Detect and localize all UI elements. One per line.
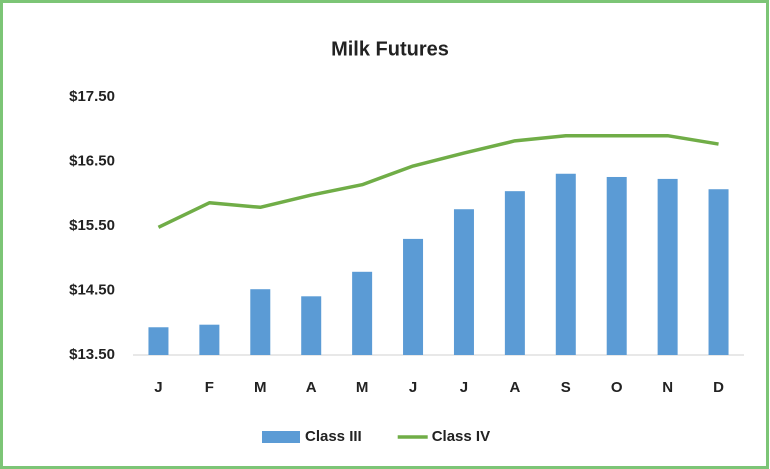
bar bbox=[301, 296, 322, 355]
y-tick-label: $13.50 bbox=[69, 346, 115, 363]
bar bbox=[352, 271, 373, 355]
x-tick-label: F bbox=[205, 379, 214, 396]
x-tick-label: A bbox=[509, 379, 520, 396]
x-tick-label: J bbox=[460, 379, 468, 396]
x-tick-label: J bbox=[409, 379, 417, 396]
y-tick-label: $17.50 bbox=[69, 88, 115, 105]
y-tick-label: $14.50 bbox=[69, 281, 115, 298]
bar bbox=[606, 176, 627, 355]
y-tick-label: $15.50 bbox=[69, 217, 115, 234]
bar bbox=[657, 178, 678, 355]
x-tick-label: J bbox=[154, 379, 162, 396]
x-tick-label: A bbox=[306, 379, 317, 396]
bar bbox=[250, 289, 271, 355]
bar bbox=[708, 189, 729, 355]
bar bbox=[555, 173, 576, 355]
bar bbox=[504, 191, 525, 355]
legend-label: Class III bbox=[305, 428, 362, 445]
x-tick-label: O bbox=[611, 379, 623, 396]
bar bbox=[199, 324, 220, 355]
y-tick-label: $16.50 bbox=[69, 152, 115, 169]
x-tick-label: M bbox=[254, 379, 267, 396]
legend-swatch bbox=[262, 431, 300, 443]
x-tick-label: D bbox=[713, 379, 724, 396]
legend-label: Class IV bbox=[432, 428, 490, 445]
x-tick-label: N bbox=[662, 379, 673, 396]
chart-title: Milk Futures bbox=[331, 38, 449, 60]
x-tick-label: M bbox=[356, 379, 369, 396]
line bbox=[157, 133, 719, 229]
bar bbox=[403, 238, 424, 355]
x-tick-label: S bbox=[561, 379, 571, 396]
bar bbox=[453, 209, 474, 355]
bar bbox=[148, 327, 169, 355]
